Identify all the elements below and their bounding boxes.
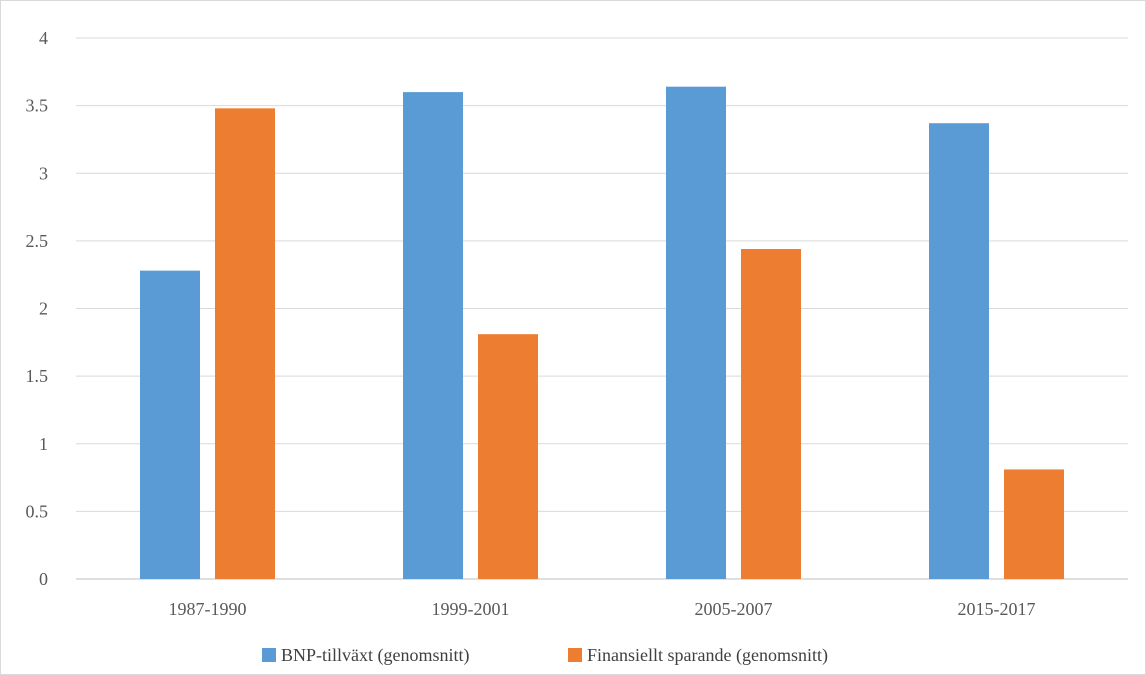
- bar-bnp-1999-2001: [403, 92, 463, 579]
- y-tick-label: 1.5: [26, 366, 49, 386]
- y-tick-label: 4: [39, 28, 48, 48]
- y-tick-label: 3: [39, 163, 48, 183]
- y-tick-label: 3.5: [26, 96, 49, 116]
- legend: BNP-tillväxt (genomsnitt) Finansiellt spa…: [262, 645, 828, 666]
- bar-finansiellt-2005-2007: [741, 248, 801, 580]
- legend-swatch-bnp: [262, 648, 276, 662]
- y-tick-label: 2: [39, 299, 48, 319]
- bars: [140, 86, 1064, 580]
- y-axis-tick-labels: 0 0.5 1 1.5 2 2.5 3 3.5 4: [26, 28, 49, 589]
- x-tick-label: 1987-1990: [169, 599, 247, 619]
- y-tick-label: 2.5: [26, 231, 49, 251]
- bar-finansiellt-1999-2001: [478, 334, 538, 579]
- x-axis-tick-labels: 1987-1990 1999-2001 2005-2007 2015-2017: [169, 599, 1036, 619]
- bar-bnp-1987-1990: [140, 270, 200, 579]
- y-tick-label: 0.5: [26, 501, 49, 521]
- x-tick-label: 2015-2017: [958, 599, 1036, 619]
- bar-bnp-2005-2007: [666, 86, 726, 579]
- legend-swatch-finansiellt: [568, 648, 582, 662]
- legend-label-bnp: BNP-tillväxt (genomsnitt): [281, 645, 470, 666]
- bar-finansiellt-1987-1990: [215, 108, 275, 579]
- y-tick-label: 0: [39, 569, 48, 589]
- x-tick-label: 1999-2001: [432, 599, 510, 619]
- y-tick-label: 1: [39, 434, 48, 454]
- bar-finansiellt-2015-2017: [1004, 469, 1064, 579]
- bar-bnp-2015-2017: [929, 123, 989, 580]
- x-tick-label: 2005-2007: [695, 599, 773, 619]
- legend-label-finansiellt: Finansiellt sparande (genomsnitt): [587, 645, 828, 666]
